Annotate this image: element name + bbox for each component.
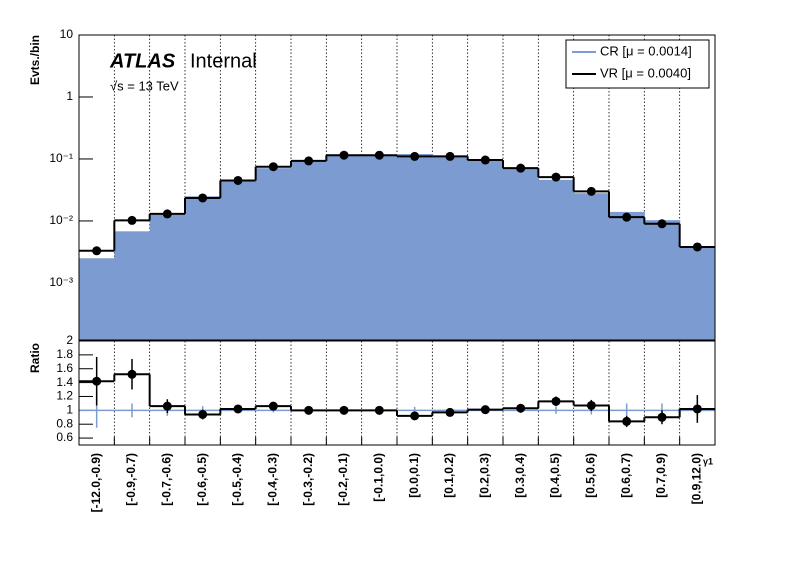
cr-bar: [220, 181, 257, 340]
vr-ratio-point: [586, 400, 596, 410]
vr-ratio-point: [162, 401, 172, 411]
legend-label: VR [μ = 0.0040]: [600, 65, 691, 80]
x-axis-label: γ1: [703, 456, 713, 466]
y-tick-label: 1.8: [56, 347, 73, 361]
vr-point: [692, 242, 702, 252]
x-tick-label: [-0.2,-0.1): [336, 453, 350, 506]
y-tick-label: 10⁻²: [49, 213, 73, 227]
vr-point: [127, 215, 137, 225]
atlas-label: ATLAS: [109, 50, 176, 72]
legend-label: CR [μ = 0.0014]: [600, 43, 692, 58]
cr-bar: [538, 179, 575, 340]
vr-point: [233, 175, 243, 185]
cr-bar: [79, 258, 115, 340]
ratio-axis-label: Ratio: [28, 343, 42, 373]
vr-ratio-point: [692, 404, 702, 414]
y-tick-label: 1.4: [56, 375, 73, 389]
x-tick-label: [-0.1,0.0): [372, 453, 386, 502]
vr-point: [198, 193, 208, 203]
vr-point: [586, 186, 596, 196]
x-tick-label: [0.9,12.0): [690, 453, 704, 504]
vr-point: [92, 246, 102, 256]
vr-point: [551, 172, 561, 182]
x-tick-label: [-0.4,-0.3): [266, 453, 280, 506]
plot-frame: [78, 340, 716, 446]
y-tick-label: 10: [60, 27, 74, 41]
vr-point: [622, 212, 632, 222]
cr-bar: [503, 168, 539, 340]
x-tick-label: [0.0,0.1): [407, 453, 421, 498]
y-tick-label: 10⁻¹: [49, 151, 73, 165]
y-tick-label: 1.6: [56, 361, 73, 375]
y-tick-label: 1.2: [56, 389, 73, 403]
vr-point: [374, 150, 384, 160]
vr-ratio-point: [445, 407, 455, 417]
vr-ratio-point: [410, 411, 420, 421]
cr-bar: [679, 247, 716, 340]
cr-bar: [609, 211, 645, 340]
x-tick-label: [0.7,0.9): [654, 453, 668, 498]
vr-point: [657, 219, 667, 229]
vr-ratio-point: [304, 405, 314, 415]
cr-bar: [573, 193, 610, 340]
y-tick-label: 1: [66, 403, 73, 417]
cr-bar: [361, 154, 398, 340]
vr-point: [480, 155, 490, 165]
y-axis-label: Evts./bin: [28, 35, 42, 85]
y-tick-label: 10⁻³: [49, 275, 73, 289]
cr-bar: [467, 160, 504, 340]
vr-point: [304, 156, 314, 166]
x-tick-label: [-0.3,-0.2): [301, 453, 315, 506]
energy-label: √s = 13 TeV: [110, 78, 179, 93]
vr-ratio-point: [374, 405, 384, 415]
cr-bar: [326, 155, 363, 340]
x-tick-label: [0.4,0.5): [548, 453, 562, 498]
vr-point: [410, 151, 420, 161]
vr-ratio-point: [657, 412, 667, 422]
vr-ratio-point: [233, 404, 243, 414]
y-tick-label: 0.6: [56, 430, 73, 444]
cr-bar: [149, 214, 186, 340]
cr-bar: [114, 231, 151, 340]
vr-ratio-point: [516, 403, 526, 413]
status-label: Internal: [190, 50, 257, 72]
x-tick-label: [0.2,0.3): [478, 453, 492, 498]
cr-bar: [644, 220, 681, 340]
vr-ratio-point: [480, 405, 490, 415]
x-tick-label: [-0.7,-0.6): [160, 453, 174, 506]
x-tick-label: [-12.0,-0.9): [89, 453, 103, 512]
vr-ratio-point: [92, 376, 102, 386]
y-tick-label: 1: [66, 89, 73, 103]
x-tick-label: [0.3,0.4): [513, 453, 527, 498]
vr-point: [162, 209, 172, 219]
plot-frame: [78, 34, 716, 341]
vr-ratio-point: [198, 409, 208, 419]
y-tick-label: 0.8: [56, 416, 73, 430]
vr-ratio-point: [551, 396, 561, 406]
vr-ratio-point: [268, 401, 278, 411]
legend-box: [565, 39, 710, 89]
vr-point: [339, 150, 349, 160]
vr-point: [516, 163, 526, 173]
vr-ratio-point: [127, 369, 137, 379]
cr-bar: [291, 160, 327, 340]
vr-ratio-point: [622, 416, 632, 426]
cr-bar: [255, 168, 292, 340]
vr-point: [268, 162, 278, 172]
cr-bar: [397, 154, 433, 340]
x-tick-label: [0.1,0.2): [442, 453, 456, 498]
y-tick-label: 2: [66, 333, 73, 347]
x-tick-label: [-0.6,-0.5): [195, 453, 209, 506]
vr-ratio-point: [339, 405, 349, 415]
x-tick-label: [-0.9,-0.7): [124, 453, 138, 506]
x-tick-label: [0.5,0.6): [584, 453, 598, 498]
cr-bar: [432, 155, 469, 340]
cr-bar: [185, 196, 221, 340]
x-tick-label: [0.6,0.7): [619, 453, 633, 498]
x-tick-label: [-0.5,-0.4): [230, 453, 244, 506]
vr-point: [445, 151, 455, 161]
